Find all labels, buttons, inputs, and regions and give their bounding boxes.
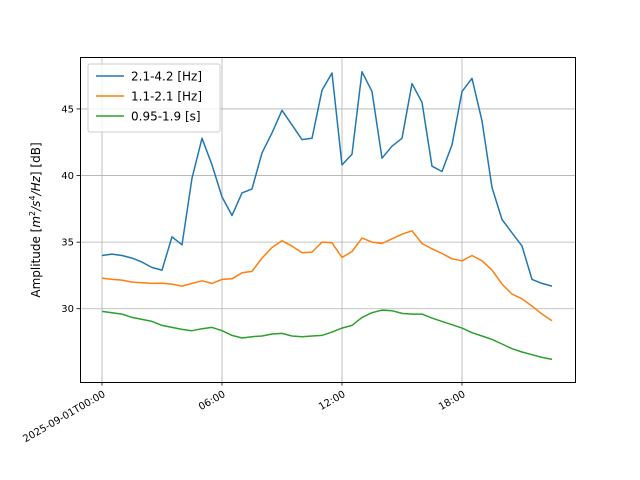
series-line <box>101 70 553 287</box>
legend-label: 0.95-1.9 [s] <box>131 110 201 124</box>
y-axis-title-part: / <box>29 205 43 212</box>
y-tick-label: 45 <box>61 104 74 115</box>
y-tick-label: 40 <box>61 171 74 182</box>
series-line <box>101 230 553 322</box>
y-tick-label: 30 <box>61 304 74 315</box>
y-axis-title-part: s <box>29 201 43 207</box>
series-line <box>101 309 553 361</box>
legend-label: 2.1-4.2 [Hz] <box>131 70 202 84</box>
legend-box <box>87 63 221 133</box>
legend: 2.1-4.2 [Hz] 1.1-2.1 [Hz] 0.95-1.9 [s] <box>87 63 221 133</box>
y-tick-label: 35 <box>61 238 74 249</box>
y-axis: 30 35 40 45 <box>61 104 80 315</box>
y-axis-title-part: /Hz <box>29 175 43 196</box>
y-axis-title-part: 4 <box>28 195 37 200</box>
y-axis-title-part: ] [dB] <box>29 142 43 176</box>
y-axis-title: Amplitude [m2/s4/Hz] [dB] <box>28 142 43 297</box>
series-lines <box>101 70 553 361</box>
y-axis-title-part: Amplitude [ <box>29 228 43 298</box>
legend-label: 1.1-2.1 [Hz] <box>131 90 202 104</box>
y-axis-title-part: m <box>29 216 43 228</box>
plot-frame <box>80 57 576 383</box>
y-axis-title-part: 2 <box>28 211 37 216</box>
